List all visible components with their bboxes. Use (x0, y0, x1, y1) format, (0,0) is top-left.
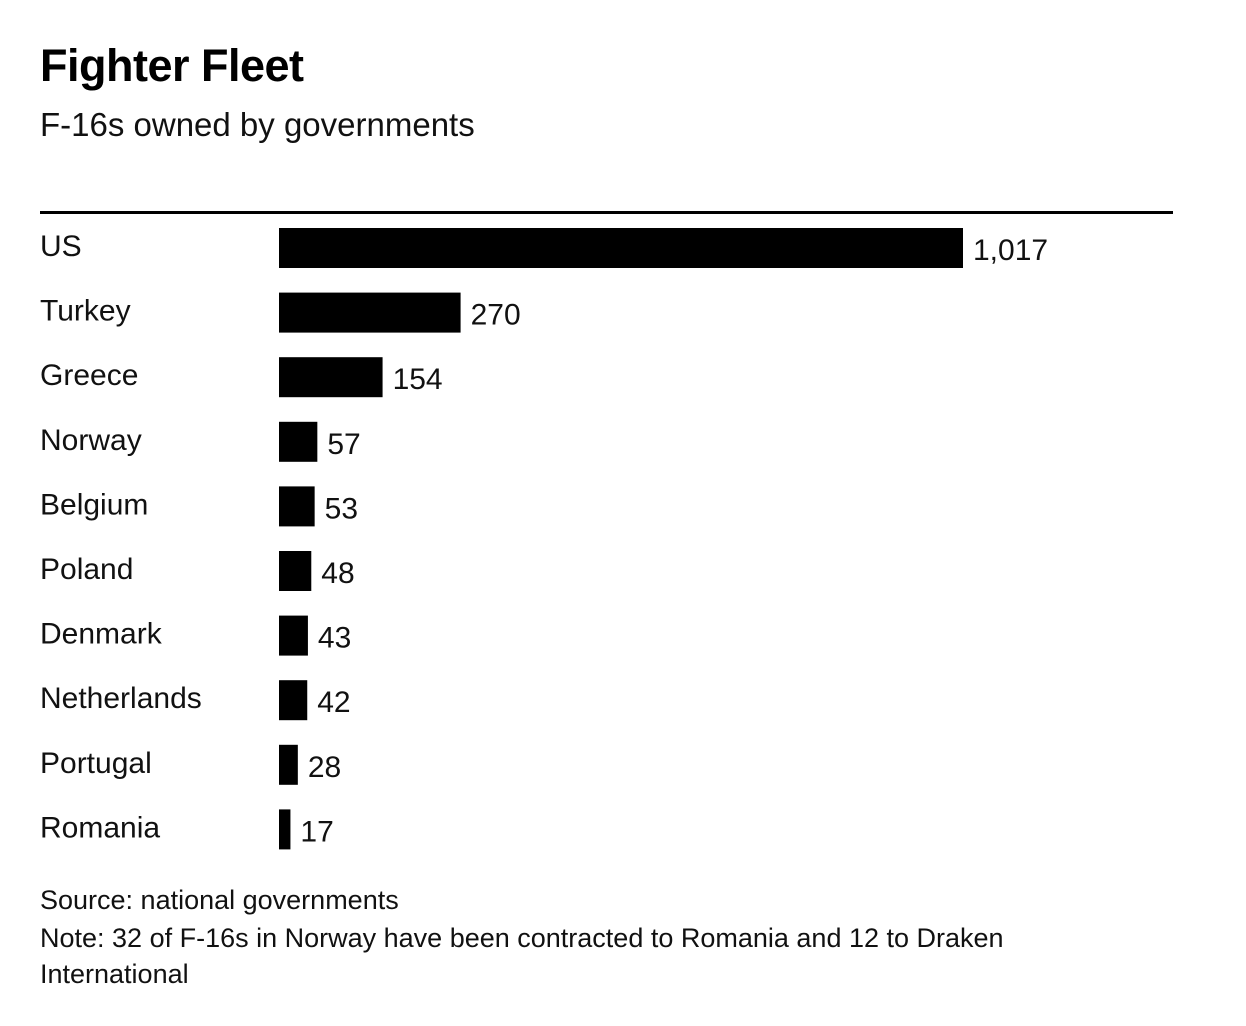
source-note: Source: national governments (40, 885, 399, 915)
category-label: Denmark (40, 618, 163, 651)
bar-netherlands (279, 680, 308, 721)
category-label: Norway (40, 424, 142, 457)
bar-us (279, 228, 963, 268)
value-label: 154 (393, 363, 443, 396)
category-label: Netherlands (40, 682, 202, 715)
category-label: Romania (40, 811, 160, 844)
category-label: US (40, 230, 82, 263)
chart-subtitle: F-16s owned by governments (40, 106, 475, 143)
value-label: 17 (300, 815, 333, 848)
chart-title: Fighter Fleet (40, 40, 304, 91)
bar-poland (279, 551, 312, 591)
bar-norway (279, 421, 318, 462)
value-label: 28 (308, 751, 341, 784)
bar-belgium (279, 486, 315, 527)
value-label: 57 (327, 428, 360, 461)
category-label: Greece (40, 359, 138, 392)
category-label: Poland (40, 553, 133, 586)
category-label: Turkey (40, 295, 131, 328)
value-label: 48 (321, 557, 354, 590)
bar-turkey (279, 292, 461, 333)
category-label: Portugal (40, 747, 152, 780)
footnote: Note: 32 of F-16s in Norway have been co… (40, 923, 1004, 989)
bar-romania (279, 809, 291, 850)
top-rule (40, 211, 1173, 214)
bar-portugal (279, 744, 298, 785)
value-label: 43 (318, 622, 351, 655)
category-label: Belgium (40, 488, 148, 521)
bar-greece (279, 357, 383, 398)
bar-denmark (279, 615, 308, 656)
value-label: 53 (325, 492, 358, 525)
value-label: 42 (317, 686, 350, 719)
value-label: 270 (471, 299, 521, 332)
value-label: 1,017 (973, 234, 1048, 267)
